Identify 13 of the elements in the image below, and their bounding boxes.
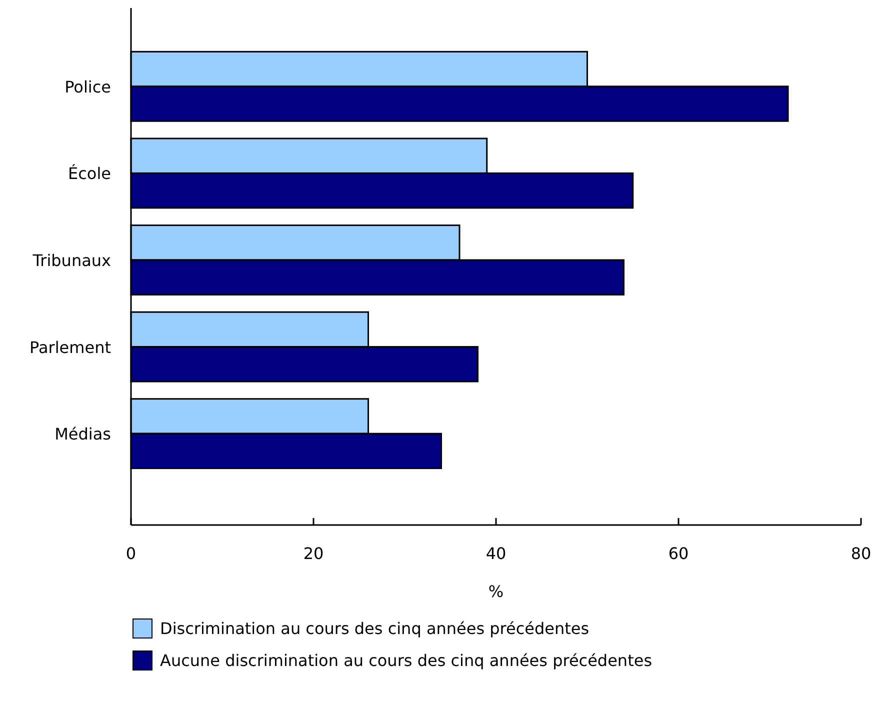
x-tick-label: 0 (126, 544, 136, 563)
x-tick-label: 20 (303, 544, 324, 563)
y-tick-label: Police (64, 77, 111, 96)
legend-label: Aucune discrimination au cours des cinq années précédentes (160, 651, 652, 670)
y-tick-label: Tribunaux (32, 251, 111, 270)
y-tick-label: Médias (54, 424, 111, 444)
y-tick-label: Parlement (30, 338, 111, 357)
x-tick-label: 80 (850, 544, 872, 563)
x-tick-label: 60 (668, 544, 689, 563)
legend-label: Discrimination au cours des cinq années précédentes (160, 619, 590, 638)
y-tick-label: École (68, 164, 111, 184)
x-tick-label: 40 (486, 544, 506, 563)
x-axis-title: % (488, 582, 504, 601)
